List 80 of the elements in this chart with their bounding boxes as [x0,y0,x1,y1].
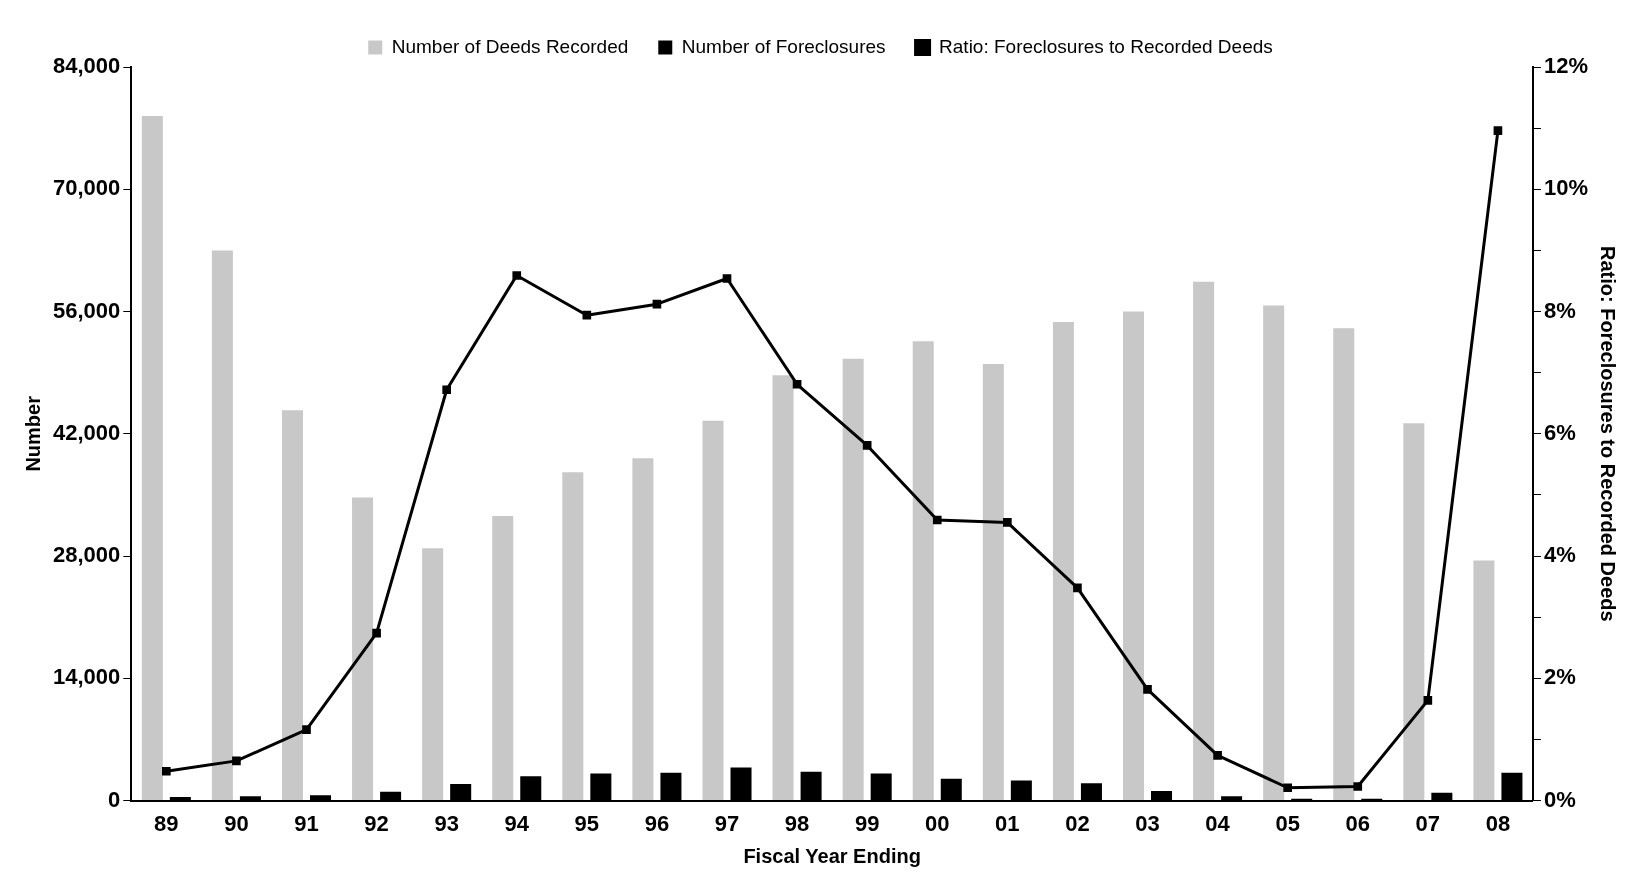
y2-tick-label: 0% [1543,786,1576,812]
x-tick-label: 97 [714,810,740,836]
point [792,379,802,389]
bar [982,363,1004,801]
y-tick-label: 14,000 [52,664,121,690]
y-tick-label: 28,000 [52,542,121,568]
x-axis-title: Fiscal Year Ending [743,844,921,867]
point [582,310,592,320]
bar [211,250,233,801]
x-tick-label: 07 [1415,810,1441,836]
x-tick-label: 00 [925,810,950,836]
y2-tick-label: 8% [1543,297,1576,323]
point [1213,751,1222,760]
x-tick-label: 98 [784,810,810,836]
point [1493,126,1503,135]
point [1143,685,1152,694]
bar [281,410,303,801]
x-tick-label: 96 [644,810,670,836]
bar [422,548,444,801]
y-tick-label: 0 [108,786,121,812]
point [1003,518,1012,527]
x-tick-label: 06 [1345,810,1370,836]
point [372,628,381,638]
bar [772,375,794,801]
x-tick-label: 91 [294,810,319,836]
bar [702,420,724,801]
point [932,515,942,525]
bar [492,515,514,801]
x-tick-label: 93 [434,810,459,836]
y2-tick-label: 4% [1543,542,1576,568]
bar [1263,305,1285,801]
point [1423,696,1433,705]
y2-tick-label: 2% [1543,664,1576,690]
y2-tick-label: 12% [1543,53,1589,79]
x-tick-label: 05 [1275,810,1300,836]
legend-label: Number of Deeds Recorded [391,35,629,57]
x-tick-label: 02 [1065,810,1090,836]
bar [632,458,654,801]
y2-tick-label: 6% [1543,419,1576,445]
bar [1333,328,1355,801]
point [1353,782,1363,791]
x-tick-label: 90 [224,810,249,836]
y2-axis-title: Ratio: Foreclosures to Recorded Deeds [1597,245,1620,622]
bar [352,497,374,801]
y-tick-label: 42,000 [52,419,121,445]
y2-tick-label: 10% [1543,175,1589,201]
point [512,271,522,280]
x-tick-label: 08 [1485,810,1511,836]
bar [141,115,163,801]
point [232,756,241,766]
bar [1473,560,1495,801]
point [302,725,311,735]
point [1073,583,1082,593]
bar [562,472,584,801]
legend-label: Number of Foreclosures [681,35,886,57]
bar [842,358,864,801]
x-tick-label: 89 [154,810,179,836]
bar [1122,311,1144,801]
x-tick-label: 04 [1205,810,1231,836]
point [442,385,451,395]
x-tick-label: 92 [364,810,389,836]
point [162,766,171,776]
x-tick-label: 95 [574,810,600,836]
legend-label: Ratio: Foreclosures to Recorded Deeds [939,35,1273,57]
bar [1403,423,1425,801]
x-tick-label: 94 [504,810,530,836]
y-axis-title: Number [21,395,44,472]
point [862,441,872,450]
point [722,274,732,283]
y-tick-label: 84,000 [52,53,121,79]
bar [912,341,934,801]
bar [1193,281,1215,801]
point [652,299,662,309]
x-tick-label: 03 [1135,810,1160,836]
x-tick-label: 01 [995,810,1020,836]
x-tick-label: 99 [854,810,880,836]
point [1283,783,1292,793]
bar [1052,322,1074,801]
y-tick-label: 56,000 [52,297,121,323]
y-tick-label: 70,000 [52,175,121,201]
